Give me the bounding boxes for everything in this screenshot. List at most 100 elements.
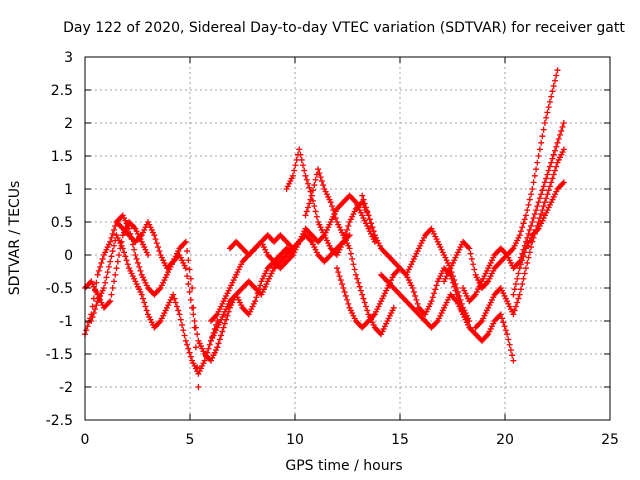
data-point-trace xyxy=(305,204,312,211)
data-point-trace xyxy=(470,261,477,268)
data-point-trace xyxy=(84,323,91,330)
data-point-trace xyxy=(184,341,191,348)
data-point-trace xyxy=(257,282,264,289)
data-point-trace xyxy=(364,208,371,215)
data-point-trace xyxy=(439,249,446,256)
data-point-trace xyxy=(519,281,526,288)
data-point-trace xyxy=(312,208,319,215)
data-point-trace xyxy=(320,229,327,236)
data-point-trace xyxy=(356,283,363,290)
data-point-trace xyxy=(326,242,333,249)
data-point-trace xyxy=(368,220,375,227)
data-point-trace xyxy=(97,263,104,270)
data-point-trace xyxy=(345,222,352,229)
data-point-trace xyxy=(202,353,209,360)
data-point-trace xyxy=(142,303,149,310)
data-point-trace xyxy=(432,320,439,327)
series-arc-2 xyxy=(82,219,151,311)
data-point-trace xyxy=(526,196,533,203)
series-arc-7 xyxy=(208,252,296,344)
data-point-trace xyxy=(389,274,396,281)
x-axis-title: GPS time / hours xyxy=(285,458,402,474)
series-arc-3 xyxy=(88,232,221,377)
data-point-trace xyxy=(520,220,527,227)
data-point-trace xyxy=(465,321,472,328)
data-point-trace xyxy=(143,249,150,256)
data-point-trace xyxy=(168,259,175,266)
data-point-trace xyxy=(521,249,528,256)
data-point-trace xyxy=(454,288,461,295)
data-point xyxy=(195,384,202,390)
data-point-trace xyxy=(357,209,364,216)
data-point-trace xyxy=(93,288,100,295)
data-point-trace xyxy=(519,224,526,231)
data-point-trace xyxy=(186,349,193,356)
data-point-trace xyxy=(219,300,226,307)
data-point-trace xyxy=(559,180,566,187)
data-point-trace xyxy=(139,295,146,302)
data-point-trace xyxy=(223,316,230,323)
data-point-trace xyxy=(549,88,556,95)
data-point-trace xyxy=(341,288,348,295)
data-point-trace xyxy=(458,308,465,315)
data-point-trace xyxy=(388,282,395,289)
data-point-trace xyxy=(538,139,545,146)
data-point-trace xyxy=(362,303,369,310)
data-point-trace xyxy=(514,299,521,306)
data-point-trace xyxy=(553,72,560,79)
data-point-trace xyxy=(104,269,111,276)
data-point-trace xyxy=(313,213,320,220)
data-point-trace xyxy=(509,352,516,359)
data-point-trace xyxy=(400,295,407,302)
data-point-trace xyxy=(540,215,547,222)
data-point-trace xyxy=(263,267,270,274)
data-point-trace xyxy=(311,203,318,210)
data-point-trace xyxy=(495,248,502,255)
data-point-trace xyxy=(249,282,256,289)
data-point-trace xyxy=(550,151,557,158)
data-point-trace xyxy=(316,170,323,177)
data-point-trace xyxy=(470,294,477,301)
data-point-trace xyxy=(306,229,313,236)
data-point-trace xyxy=(122,253,129,260)
data-point-trace xyxy=(414,300,421,307)
data-point-trace xyxy=(490,320,497,327)
data-point-trace xyxy=(243,249,250,256)
data-point-trace xyxy=(433,236,440,243)
data-point-trace xyxy=(305,180,312,187)
data-point-trace xyxy=(407,302,414,309)
data-point-trace xyxy=(225,300,232,307)
data-point-trace xyxy=(525,254,532,261)
data-point-trace xyxy=(394,262,401,269)
data-point-trace xyxy=(545,167,552,174)
data-point xyxy=(359,291,366,298)
data-point-trace xyxy=(134,259,141,266)
data-point-trace xyxy=(553,143,560,150)
data-point xyxy=(302,172,309,179)
data-point-trace xyxy=(99,255,106,262)
data-point-trace xyxy=(344,296,351,303)
data-point-trace xyxy=(131,224,138,231)
data-point-trace xyxy=(339,281,346,288)
data-point-trace xyxy=(528,222,535,229)
series-arc-1 xyxy=(82,212,221,364)
data-point-trace xyxy=(307,237,314,244)
data-point-trace xyxy=(431,290,438,297)
data-point-trace xyxy=(362,204,369,211)
data-point-trace xyxy=(507,248,514,255)
data-point-trace xyxy=(419,315,426,322)
data-point-trace xyxy=(476,335,483,342)
data-point-trace xyxy=(412,292,419,299)
data-point xyxy=(548,179,555,186)
data-point-trace xyxy=(89,314,96,321)
series-arc-13 xyxy=(378,271,517,364)
x-tick-label: 25 xyxy=(601,432,619,448)
data-point-trace xyxy=(162,274,169,281)
data-point-trace xyxy=(299,162,306,169)
data-point-trace xyxy=(538,191,545,198)
data-point-trace xyxy=(408,261,415,268)
data-point-trace xyxy=(389,307,396,314)
data-point-trace xyxy=(505,336,512,343)
data-point-trace xyxy=(221,320,228,327)
data-point-trace xyxy=(483,332,490,339)
